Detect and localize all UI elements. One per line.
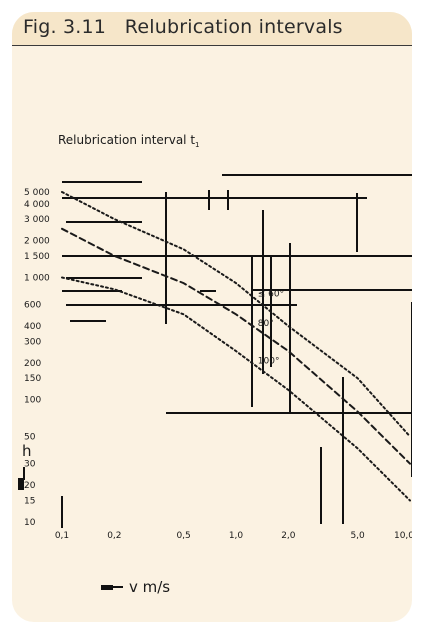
y-tick-label: 300 xyxy=(24,337,41,347)
y-tick-label: 200 xyxy=(24,359,41,369)
series-label: 100° xyxy=(258,356,280,366)
x-axis-ticks: 0,1 0,2 0,5 1,0 2,0 5,0 10,0 xyxy=(55,531,412,541)
series-line xyxy=(61,227,411,465)
y-tick-label: 1 000 xyxy=(24,273,50,283)
x-tick-label: 2,0 xyxy=(281,531,296,541)
y-tick-label: 3 000 xyxy=(24,215,50,225)
x-unit-mark xyxy=(101,585,123,590)
y-axis-label: h xyxy=(22,442,32,460)
x-axis-label: v m/s xyxy=(129,578,170,596)
chart-subtitle: Relubrication interval t1 xyxy=(58,133,200,149)
x-tick-label: 1,0 xyxy=(229,531,244,541)
y-tick-label: 2 000 xyxy=(24,237,50,247)
y-unit-mark xyxy=(18,467,25,490)
y-unit-mark-block xyxy=(18,478,24,490)
series-labels: ≤ 60° 80° 100° xyxy=(258,289,284,366)
y-tick-label: 4 000 xyxy=(24,200,50,210)
x-tick-label: 0,2 xyxy=(107,531,121,541)
y-tick-label: 400 xyxy=(24,322,41,332)
figure-card: Fig. 3.11 Relubrication intervals Relubr… xyxy=(12,12,412,622)
x-unit-mark-block xyxy=(101,585,113,590)
series-label: ≤ 60° xyxy=(258,289,284,299)
figure-title: Fig. 3.11 Relubrication intervals xyxy=(23,16,343,38)
series-label: 80° xyxy=(258,319,274,329)
y-tick-label: 600 xyxy=(24,301,41,311)
y-tick-label: 100 xyxy=(24,396,41,406)
x-tick-label: 0,1 xyxy=(55,531,69,541)
y-axis-ticks: 10 15 20 30 50 100 150 200 300 400 600 1 000 1 500 2 … xyxy=(24,188,50,528)
series-line xyxy=(61,191,411,438)
y-tick-label: 10 xyxy=(24,518,36,528)
figure-header: Fig. 3.11 Relubrication intervals xyxy=(12,12,412,46)
x-tick-label: 10,0 xyxy=(394,531,412,541)
grid-fragments xyxy=(61,174,412,528)
x-tick-label: 5,0 xyxy=(350,531,365,541)
y-tick-label: 15 xyxy=(24,496,35,506)
y-tick-label: 5 000 xyxy=(24,188,50,198)
y-tick-label: 20 xyxy=(24,481,36,491)
y-tick-label: 50 xyxy=(24,433,36,443)
relubrication-chart: Relubrication interval t1 xyxy=(18,133,412,596)
x-tick-label: 0,5 xyxy=(176,531,190,541)
y-tick-label: 150 xyxy=(24,374,41,384)
series-line xyxy=(61,276,411,502)
series-layer xyxy=(61,191,411,502)
y-tick-label: 30 xyxy=(24,460,36,470)
y-tick-label: 1 500 xyxy=(24,252,50,262)
